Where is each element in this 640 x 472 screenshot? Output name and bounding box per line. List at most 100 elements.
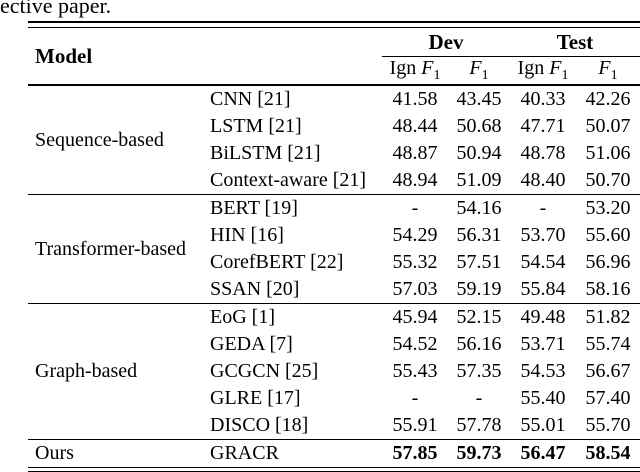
model-name-cell: EoG [1] (210, 306, 275, 328)
column-header-dev: Dev (382, 28, 510, 57)
dev-ign-f1-cell: 55.43 (392, 360, 438, 382)
model-name-cell: GLRE [17] (210, 387, 301, 409)
test-ign-f1-cell: 55.84 (520, 278, 566, 300)
dev-f1-cell: 52.15 (456, 306, 502, 328)
test-ign-f1-cell: 48.40 (520, 169, 566, 191)
table-top-rule (28, 21, 640, 28)
metric-f: F (549, 57, 562, 79)
table-row: CorefBERT [22] 55.32 57.51 54.54 56.96 (28, 249, 640, 276)
dev-ign-f1-cell: - (411, 387, 419, 409)
dev-f1-cell: 43.45 (456, 88, 502, 110)
test-f1-cell: 50.07 (585, 115, 631, 137)
test-f1-cell: 55.60 (585, 224, 631, 246)
group-label: Transformer-based (35, 237, 187, 260)
metric-prefix: Ign (517, 57, 550, 79)
test-f1-cell: 58.54 (585, 442, 631, 464)
test-f1-cell: 42.26 (585, 88, 631, 110)
column-header-test: Test (510, 28, 640, 57)
dev-f1-cell: 54.16 (456, 197, 502, 219)
table-row: GCGCN [25] 55.43 57.35 54.53 56.67 (28, 358, 640, 385)
test-ign-f1-cell: 55.01 (520, 414, 566, 436)
dev-f1-cell: 59.19 (456, 278, 502, 300)
dev-ign-f1-cell: 57.03 (392, 278, 438, 300)
table-row: BiLSTM [21] 48.87 50.94 48.78 51.06 (28, 140, 640, 167)
metric-sub: 1 (610, 68, 618, 83)
test-f1-cell: 58.16 (585, 278, 631, 300)
group-transformer-based: Transformer-based BERT [19] - 54.16 - 53… (28, 194, 640, 304)
dev-f1-cell: 57.35 (456, 360, 502, 382)
model-name-cell: BERT [19] (210, 197, 298, 219)
test-ign-f1-cell: 48.78 (520, 142, 566, 164)
model-name-cell: GEDA [7] (210, 333, 293, 355)
dev-f1-cell: 56.16 (456, 333, 502, 355)
model-name-cell: CorefBERT [22] (210, 251, 344, 273)
test-ign-f1-cell: 54.54 (520, 251, 566, 273)
results-table-container: Model Dev Test Ign F1 F1 Ign F1 F1 Seque… (28, 21, 640, 472)
test-ign-f1-cell: 53.71 (520, 333, 566, 355)
test-ign-f1-cell: 40.33 (520, 88, 566, 110)
column-header-test-ign-f1: Ign F1 (510, 57, 576, 86)
model-name-cell: CNN [21] (210, 88, 291, 110)
metric-f: F (469, 57, 482, 79)
table-row: Context-aware [21] 48.94 51.09 48.40 50.… (28, 167, 640, 195)
model-name-cell: GRACR (210, 442, 279, 464)
dev-ign-f1-cell: 48.44 (392, 115, 438, 137)
column-header-model: Model (35, 43, 93, 68)
table-row: Graph-based EoG [1] 45.94 52.15 49.48 51… (28, 304, 640, 382)
caption-text-fragment: ective paper. (0, 0, 112, 18)
dev-f1-cell: 51.09 (456, 169, 502, 191)
test-f1-cell: 55.74 (585, 333, 631, 355)
model-name-cell: BiLSTM [21] (210, 142, 321, 164)
group-ours: Ours GRACR 57.85 59.73 56.47 58.54 (28, 439, 640, 468)
model-name-cell: GCGCN [25] (210, 360, 319, 382)
table-row: DISCO [18] 55.91 57.78 55.01 55.70 (28, 412, 640, 440)
model-name-cell: LSTM [21] (210, 115, 302, 137)
metric-f: F (421, 57, 434, 79)
test-ign-f1-cell: 54.53 (520, 360, 566, 382)
dev-f1-cell: 56.31 (456, 224, 502, 246)
dev-ign-f1-cell: 41.58 (392, 88, 438, 110)
model-name-cell: Context-aware [21] (210, 169, 367, 191)
test-ign-f1-cell: 56.47 (520, 442, 566, 464)
test-f1-cell: 53.20 (585, 197, 631, 219)
table-row: HIN [16] 54.29 56.31 53.70 55.60 (28, 222, 640, 249)
table-row: Transformer-based BERT [19] - 54.16 - 53… (28, 195, 640, 260)
test-f1-cell: 57.40 (585, 387, 631, 409)
metric-sub: 1 (561, 68, 569, 83)
test-f1-cell: 51.06 (585, 142, 631, 164)
table-row: GEDA [7] 54.52 56.16 53.71 55.74 (28, 331, 640, 358)
test-ign-f1-cell: - (539, 197, 547, 219)
column-header-test-f1: F1 (576, 57, 640, 86)
test-f1-cell: 51.82 (585, 306, 631, 328)
dev-ign-f1-cell: 57.85 (392, 442, 438, 464)
table-row: Sequence-based CNN [21] 41.58 43.45 40.3… (28, 85, 640, 151)
table-row: SSAN [20] 57.03 59.19 55.84 58.16 (28, 276, 640, 304)
group-label: Sequence-based (35, 128, 164, 151)
metric-f: F (598, 57, 611, 79)
dev-ign-f1-cell: 48.87 (392, 142, 438, 164)
table-row: LSTM [21] 48.44 50.68 47.71 50.07 (28, 113, 640, 140)
dev-f1-cell: 57.78 (456, 414, 502, 436)
dev-f1-cell: 50.68 (456, 115, 502, 137)
test-f1-cell: 56.96 (585, 251, 631, 273)
column-header-dev-f1: F1 (448, 57, 510, 86)
header-row-metrics: Ign F1 F1 Ign F1 F1 (28, 57, 640, 86)
dev-f1-cell: 59.73 (456, 442, 502, 464)
model-name-cell: SSAN [20] (210, 278, 300, 300)
results-table: Model Dev Test Ign F1 F1 Ign F1 F1 Seque… (28, 28, 640, 467)
dev-ign-f1-cell: 55.32 (392, 251, 438, 273)
dev-f1-cell: 57.51 (456, 251, 502, 273)
dev-f1-cell: - (475, 387, 483, 409)
test-f1-cell: 55.70 (585, 414, 631, 436)
test-ign-f1-cell: 55.40 (520, 387, 566, 409)
group-graph-based: Graph-based EoG [1] 45.94 52.15 49.48 51… (28, 303, 640, 440)
metric-prefix: Ign (389, 57, 422, 79)
test-ign-f1-cell: 49.48 (520, 306, 566, 328)
dev-ign-f1-cell: 45.94 (392, 306, 438, 328)
table-bottom-rule (28, 467, 640, 472)
column-header-dev-ign-f1: Ign F1 (382, 57, 448, 86)
dev-f1-cell: 50.94 (456, 142, 502, 164)
group-label: Ours (35, 442, 74, 464)
group-sequence-based: Sequence-based CNN [21] 41.58 43.45 40.3… (28, 85, 640, 195)
